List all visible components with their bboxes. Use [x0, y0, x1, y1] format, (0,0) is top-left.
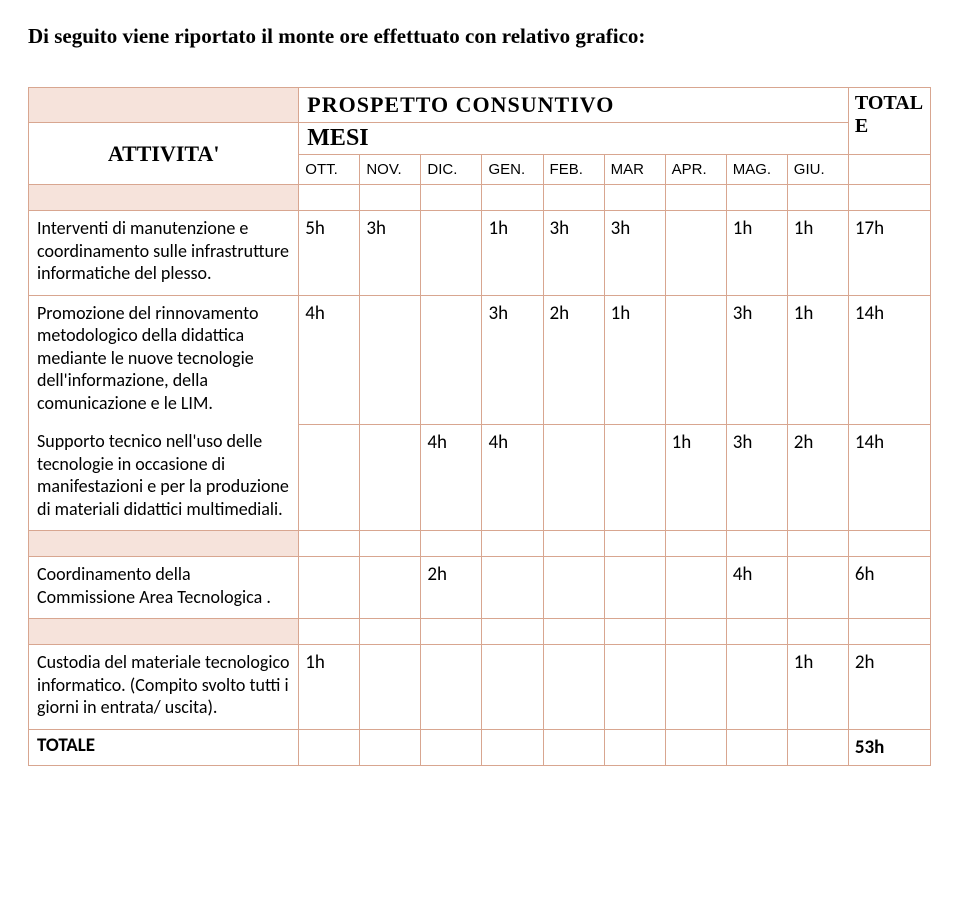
- cell: 1h: [299, 645, 360, 730]
- cell: [787, 557, 848, 619]
- cell: [543, 557, 604, 619]
- cell: 4h: [726, 557, 787, 619]
- month-nov: NOV.: [360, 155, 421, 185]
- cell: [360, 424, 421, 531]
- cell: 2h: [421, 557, 482, 619]
- spacer-row-1: [29, 185, 931, 211]
- footer-row: TOTALE 53h: [29, 729, 931, 765]
- cell: 3h: [604, 211, 665, 296]
- cell: 3h: [543, 211, 604, 296]
- data-table: PROSPETTO CONSUNTIVO TOTALE ATTIVITA' ME…: [28, 87, 931, 766]
- table-row: Coordinamento della Commissione Area Tec…: [29, 557, 931, 619]
- month-ott: OTT.: [299, 155, 360, 185]
- cell: [604, 557, 665, 619]
- header-blank-total: [848, 155, 930, 185]
- row-total: 17h: [848, 211, 930, 296]
- row-total: 14h: [848, 424, 930, 531]
- row-total: 6h: [848, 557, 930, 619]
- month-giu: GIU.: [787, 155, 848, 185]
- cell: [360, 295, 421, 424]
- activity-4: Custodia del materiale tecnologico infor…: [29, 645, 299, 730]
- cell: [543, 424, 604, 531]
- spacer-row-3: [29, 619, 931, 645]
- cell: 4h: [421, 424, 482, 531]
- header-attivita: ATTIVITA': [29, 123, 299, 185]
- footer-total: 53h: [848, 729, 930, 765]
- spacer-row-2: [29, 531, 931, 557]
- header-blank-1: [29, 88, 299, 123]
- month-mar: MAR: [604, 155, 665, 185]
- cell: 4h: [299, 295, 360, 424]
- cell: [604, 424, 665, 531]
- spacer-activity: [29, 185, 299, 211]
- cell: [665, 645, 726, 730]
- month-feb: FEB.: [543, 155, 604, 185]
- header-mesi: MESI: [299, 123, 849, 155]
- cell: [482, 645, 543, 730]
- cell: [665, 211, 726, 296]
- intro-text: Di seguito viene riportato il monte ore …: [28, 24, 931, 49]
- footer-cell: [421, 729, 482, 765]
- footer-cell: [482, 729, 543, 765]
- row-total: 14h: [848, 295, 930, 424]
- cell: [421, 295, 482, 424]
- cell: 1h: [482, 211, 543, 296]
- header-row-1: PROSPETTO CONSUNTIVO TOTALE: [29, 88, 931, 123]
- cell: 1h: [787, 645, 848, 730]
- cell: 5h: [299, 211, 360, 296]
- cell: [604, 645, 665, 730]
- month-gen: GEN.: [482, 155, 543, 185]
- cell: [299, 557, 360, 619]
- table-row: Custodia del materiale tecnologico infor…: [29, 645, 931, 730]
- header-prospetto: PROSPETTO CONSUNTIVO: [299, 88, 849, 123]
- cell: [360, 557, 421, 619]
- cell: 3h: [360, 211, 421, 296]
- month-dic: DIC.: [421, 155, 482, 185]
- cell: 1h: [604, 295, 665, 424]
- cell: [665, 557, 726, 619]
- footer-cell: [604, 729, 665, 765]
- cell: [543, 645, 604, 730]
- cell: 3h: [482, 295, 543, 424]
- cell: 2h: [543, 295, 604, 424]
- cell: [421, 645, 482, 730]
- cell: 4h: [482, 424, 543, 531]
- cell: 1h: [726, 211, 787, 296]
- cell: [299, 424, 360, 531]
- cell: 1h: [665, 424, 726, 531]
- cell: 1h: [787, 211, 848, 296]
- cell: 3h: [726, 295, 787, 424]
- cell: 1h: [787, 295, 848, 424]
- month-apr: APR.: [665, 155, 726, 185]
- footer-cell: [665, 729, 726, 765]
- header-row-2: ATTIVITA' MESI: [29, 123, 931, 155]
- header-totale: TOTALE: [848, 88, 930, 155]
- footer-cell: [543, 729, 604, 765]
- cell: [665, 295, 726, 424]
- table-row: Interventi di manutenzione e coordinamen…: [29, 211, 931, 296]
- footer-cell: [299, 729, 360, 765]
- table-row: Supporto tecnico nell'uso delle tecnolog…: [29, 424, 931, 531]
- activity-1: Promozione del rinnovamento metodologico…: [29, 295, 299, 424]
- month-mag: MAG.: [726, 155, 787, 185]
- cell: 2h: [787, 424, 848, 531]
- activity-2: Supporto tecnico nell'uso delle tecnolog…: [29, 424, 299, 531]
- table-row: Promozione del rinnovamento metodologico…: [29, 295, 931, 424]
- row-total: 2h: [848, 645, 930, 730]
- cell: [726, 645, 787, 730]
- footer-cell: [726, 729, 787, 765]
- cell: [482, 557, 543, 619]
- activity-3: Coordinamento della Commissione Area Tec…: [29, 557, 299, 619]
- footer-cell: [787, 729, 848, 765]
- cell: [360, 645, 421, 730]
- cell: [421, 211, 482, 296]
- activity-0: Interventi di manutenzione e coordinamen…: [29, 211, 299, 296]
- footer-cell: [360, 729, 421, 765]
- footer-label: TOTALE: [29, 729, 299, 765]
- cell: 3h: [726, 424, 787, 531]
